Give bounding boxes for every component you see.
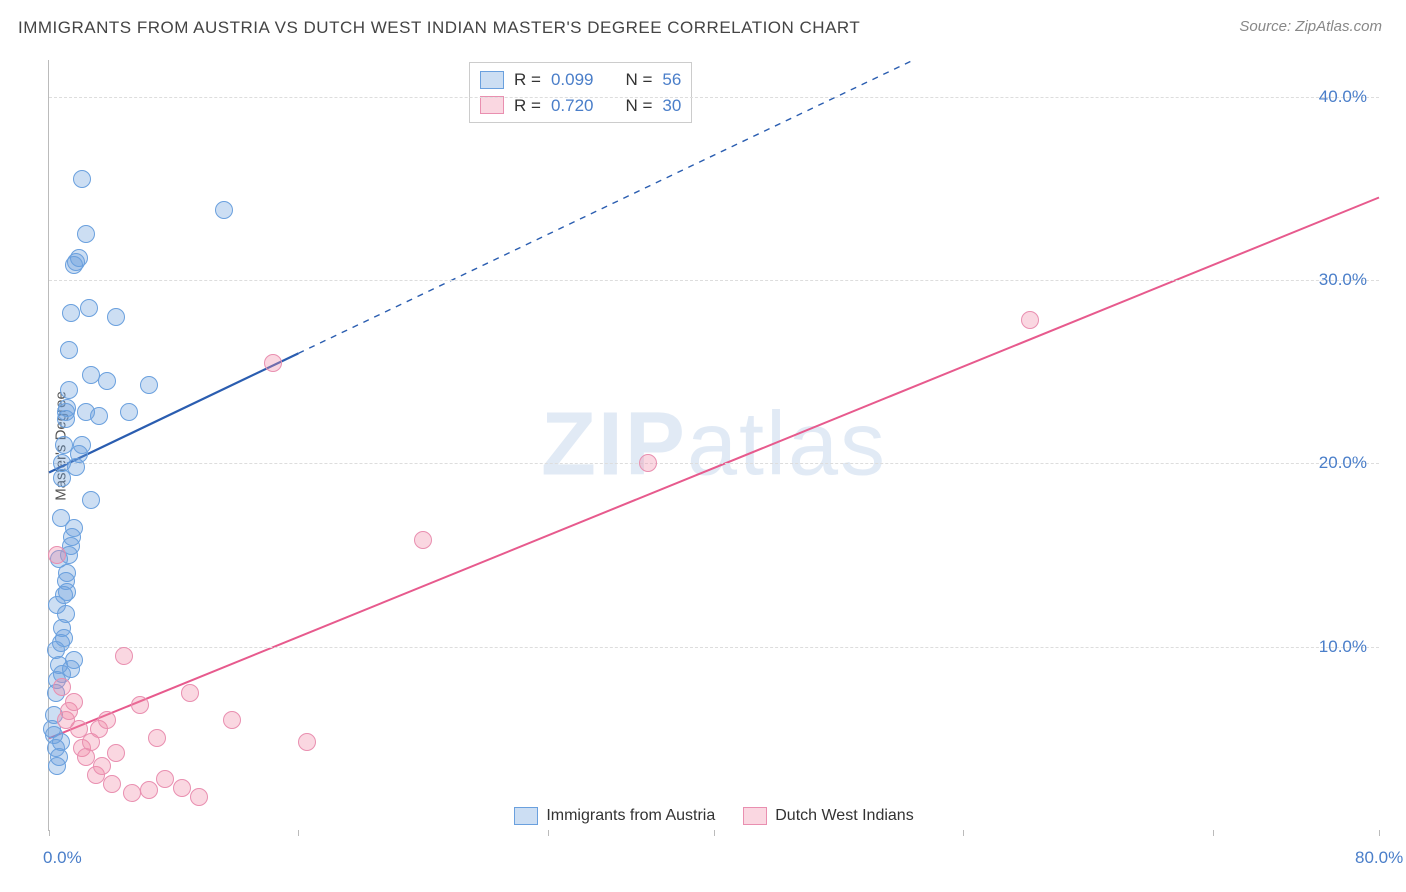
scatter-point [58, 583, 76, 601]
scatter-point [103, 775, 121, 793]
stats-row: R = 0.099 N = 56 [480, 67, 681, 93]
scatter-point [107, 308, 125, 326]
regression-lines-layer [49, 60, 1379, 830]
scatter-point [65, 651, 83, 669]
legend-label: Dutch West Indians [775, 807, 913, 825]
scatter-point [82, 366, 100, 384]
gridline-h [49, 280, 1379, 281]
legend-swatch [480, 71, 504, 89]
scatter-point [173, 779, 191, 797]
scatter-point [223, 711, 241, 729]
x-tick [1213, 830, 1214, 836]
x-tick-label: 80.0% [1355, 848, 1403, 868]
x-tick [548, 830, 549, 836]
scatter-point [120, 403, 138, 421]
legend-swatch [743, 807, 767, 825]
scatter-point [70, 249, 88, 267]
r-value: 0.099 [551, 67, 594, 93]
scatter-point [73, 170, 91, 188]
legend-swatch [514, 807, 538, 825]
watermark-light: atlas [687, 395, 887, 495]
scatter-point [80, 299, 98, 317]
scatter-point [1021, 311, 1039, 329]
y-tick-label: 10.0% [1319, 637, 1367, 657]
scatter-point [62, 304, 80, 322]
scatter-point [77, 225, 95, 243]
x-tick [714, 830, 715, 836]
r-label: R = [514, 67, 541, 93]
scatter-point [107, 744, 125, 762]
scatter-point [65, 519, 83, 537]
scatter-point [156, 770, 174, 788]
scatter-point [148, 729, 166, 747]
correlation-stats-box: R = 0.099N = 56R = 0.720N = 30 [469, 62, 692, 123]
watermark-bold: ZIP [541, 395, 687, 495]
scatter-point [48, 546, 66, 564]
x-tick-label: 0.0% [43, 848, 82, 868]
source-label: Source: [1239, 18, 1295, 35]
y-tick-label: 40.0% [1319, 87, 1367, 107]
scatter-point [131, 696, 149, 714]
n-value: 56 [662, 67, 681, 93]
x-tick [49, 830, 50, 836]
y-tick-label: 20.0% [1319, 453, 1367, 473]
legend-label: Immigrants from Austria [546, 807, 715, 825]
legend-item: Dutch West Indians [743, 807, 913, 825]
scatter-point [60, 381, 78, 399]
scatter-point [55, 629, 73, 647]
scatter-point [57, 605, 75, 623]
scatter-point [98, 711, 116, 729]
scatter-point [82, 491, 100, 509]
watermark: ZIPatlas [541, 394, 887, 497]
series-legend: Immigrants from Austria Dutch West Indian… [49, 800, 1379, 832]
scatter-point [190, 788, 208, 806]
gridline-h [49, 97, 1379, 98]
scatter-point [58, 564, 76, 582]
source-name: ZipAtlas.com [1295, 18, 1382, 35]
scatter-point [90, 407, 108, 425]
scatter-point [58, 399, 76, 417]
scatter-point [215, 201, 233, 219]
scatter-point [73, 436, 91, 454]
scatter-point [60, 341, 78, 359]
scatter-plot-area: ZIPatlas R = 0.099N = 56R = 0.720N = 30 … [48, 60, 1379, 831]
scatter-point [115, 647, 133, 665]
scatter-point [52, 733, 70, 751]
x-tick [963, 830, 964, 836]
scatter-point [181, 684, 199, 702]
gridline-h [49, 463, 1379, 464]
gridline-h [49, 647, 1379, 648]
chart-title: IMMIGRANTS FROM AUSTRIA VS DUTCH WEST IN… [18, 18, 860, 38]
legend-swatch [480, 96, 504, 114]
n-label: N = [625, 67, 652, 93]
scatter-point [639, 454, 657, 472]
x-tick [1379, 830, 1380, 836]
regression-line-solid [49, 198, 1379, 739]
source-attribution: Source: ZipAtlas.com [1239, 18, 1382, 35]
scatter-point [298, 733, 316, 751]
scatter-point [98, 372, 116, 390]
scatter-point [65, 693, 83, 711]
scatter-point [140, 376, 158, 394]
scatter-point [140, 781, 158, 799]
y-tick-label: 30.0% [1319, 270, 1367, 290]
x-tick [298, 830, 299, 836]
scatter-point [264, 354, 282, 372]
scatter-point [414, 531, 432, 549]
scatter-point [123, 784, 141, 802]
legend-item: Immigrants from Austria [514, 807, 715, 825]
